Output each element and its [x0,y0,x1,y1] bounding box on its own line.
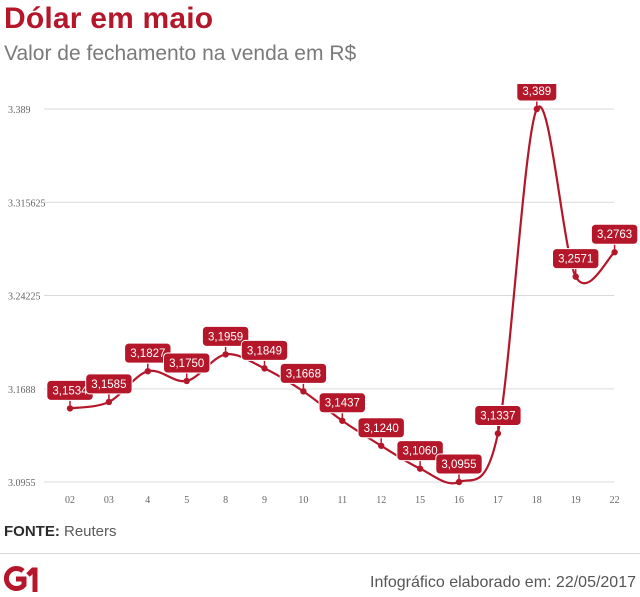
page-title: Dólar em maio [4,2,214,35]
data-label: 3,1849 [240,339,289,366]
x-tick-label: 19 [571,495,581,506]
data-point [222,351,229,358]
data-label: 3,1668 [279,362,328,389]
y-tick-label: 3.1688 [8,385,36,396]
data-label-text: 3,1959 [208,331,243,343]
data-label-box [318,392,367,414]
data-label: 3,1240 [357,417,405,443]
data-label-text: 3,389 [522,86,551,98]
source-value: Reuters [64,523,117,540]
data-label-text: 3,1849 [247,345,282,357]
x-tick-label: 18 [532,495,542,506]
footer-divider [0,553,640,554]
data-label-box [590,223,639,245]
data-label: 3,1337 [474,404,522,431]
line-chart: 3.0955 3.1688 3.24225 3.315625 3.389 02 03 4 5 8 9… [8,84,639,506]
data-label-text: 3,2763 [597,229,632,241]
data-label: 3,389 [516,84,558,106]
x-tick-label: 15 [415,495,425,506]
data-label: 3,1060 [396,440,444,466]
data-label: 3,1827 [124,342,172,369]
data-point [183,377,190,385]
data-point [300,388,307,395]
data-point [494,430,502,437]
data-label: 3,1585 [85,373,133,399]
y-tick-label: 3.0955 [8,478,36,489]
data-label-text: 3,1750 [169,358,204,370]
data-label-text: 3,1060 [403,446,438,458]
x-tick-label: 5 [184,495,189,506]
data-label-text: 3,1585 [91,379,126,391]
x-tick-label: 9 [262,495,267,506]
data-label-box [516,84,558,102]
data-point [416,465,424,472]
g1-logo [4,566,38,592]
x-tick-label: 17 [493,495,503,506]
data-label-box [163,352,211,374]
data-label-box [474,404,522,426]
data-point [144,367,151,375]
data-point [105,398,113,406]
x-tick-label: 8 [223,495,228,506]
x-tick-label: 11 [337,495,347,506]
data-label-text: 3,1827 [130,348,165,360]
x-tick-label: 16 [454,495,464,506]
data-label-text: 3,1534 [52,385,88,397]
data-label-box [279,362,328,384]
y-tick-label: 3.389 [8,105,31,116]
data-label-text: 3,0955 [441,459,476,471]
x-tick-label: 02 [65,495,75,506]
data-label: 3,1750 [163,352,211,378]
data-label-text: 3,1240 [364,423,399,435]
data-point [261,365,268,372]
x-tick-label: 10 [298,495,308,506]
infographic-credit: Infográfico elaborado em: 22/05/2017 [370,574,636,591]
data-label-box [396,440,444,462]
data-label-text: 3,1337 [480,410,515,422]
x-tick-label: 4 [145,495,150,506]
data-point [572,273,579,280]
data-point [611,249,618,256]
data-label: 3,2571 [552,248,600,274]
data-label-text: 3,1668 [286,368,321,380]
data-label-box [435,453,483,475]
y-tick-label: 3.24225 [8,292,41,303]
data-label-text: 3,2571 [558,254,593,266]
data-label: 3,2763 [590,223,639,250]
source-label: FONTE: [4,523,60,540]
data-point [339,417,346,424]
data-label: 3,1959 [201,325,250,352]
data-point [533,105,540,113]
y-tick-label: 3.315625 [8,198,46,209]
x-tick-label: 03 [104,495,114,506]
data-point [378,442,385,449]
data-label: 3,0955 [435,453,483,479]
data-point [66,405,74,412]
x-tick-label: 22 [610,495,620,506]
series-line [69,105,616,485]
data-label-box [240,339,289,361]
data-label-text: 3,1437 [325,398,360,410]
data-label-box [201,325,250,347]
data-label: 3,1534 [46,379,94,406]
source-note: FONTE: Reuters [4,523,117,540]
data-label-box [552,248,600,270]
page-subtitle: Valor de fechamento na venda em R$ [4,42,357,65]
data-point [455,478,463,486]
x-tick-label: 12 [376,495,386,506]
data-label-box [85,373,133,395]
data-label-box [357,417,405,439]
data-label: 3,1437 [318,392,367,418]
